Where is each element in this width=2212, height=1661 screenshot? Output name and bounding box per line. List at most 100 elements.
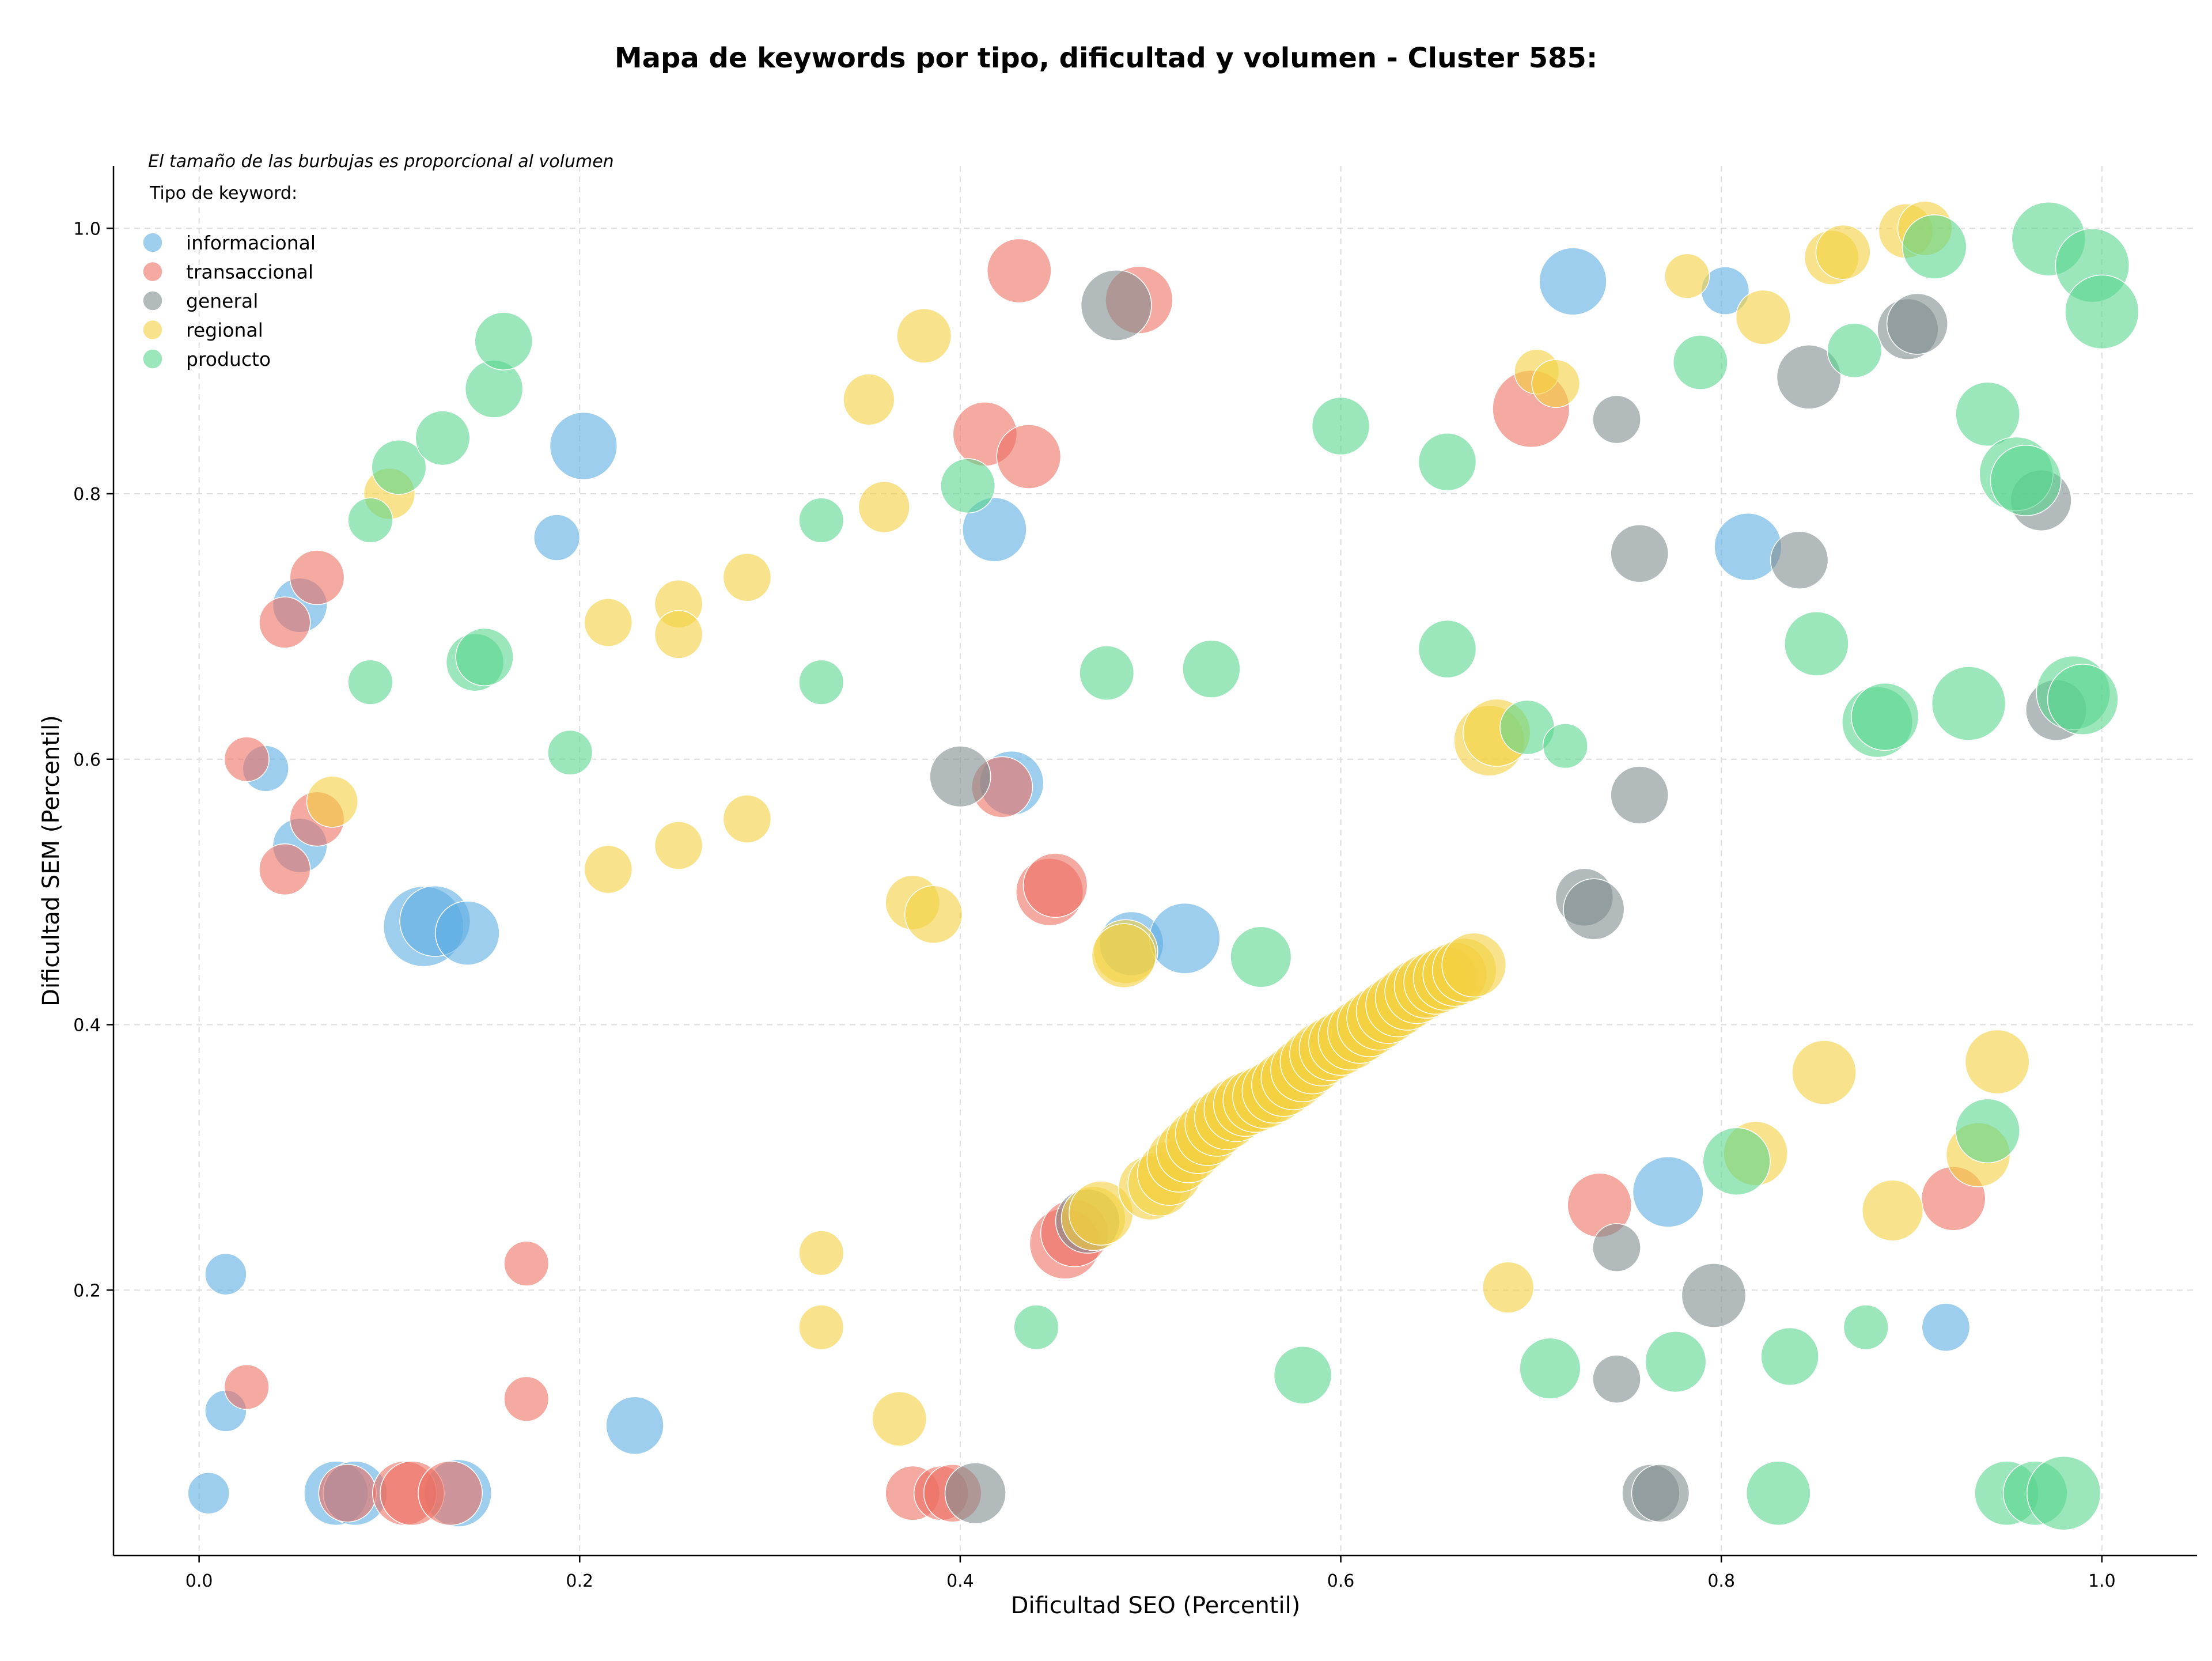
legend-marker-producto — [142, 349, 163, 369]
y-axis-label: Dificultad SEM (Percentil) — [38, 715, 65, 1007]
bubble-producto — [1955, 381, 2020, 447]
x-tick-label: 0.8 — [1707, 1571, 1735, 1591]
bubble-producto — [2047, 664, 2119, 736]
bubble-transaccional — [986, 238, 1052, 304]
bubble-regional — [843, 373, 895, 426]
bubble-producto — [1645, 1331, 1707, 1393]
bubble-producto — [1760, 1327, 1819, 1386]
legend-label-regional: regional — [186, 319, 263, 342]
bubble-producto — [347, 659, 393, 705]
bubble-producto — [1311, 396, 1370, 456]
bubble-producto — [940, 458, 996, 514]
bubble-general — [944, 1462, 1006, 1524]
bubble-transaccional — [224, 1364, 270, 1410]
bubble-informacional — [204, 1253, 247, 1296]
bubble-producto — [547, 729, 593, 775]
bubble-regional — [904, 885, 963, 944]
bubble-producto — [371, 439, 427, 495]
bubble-producto — [1902, 214, 1967, 279]
bubble-producto — [474, 312, 533, 370]
bubble-producto — [415, 410, 471, 466]
bubbles — [187, 200, 2139, 1531]
bubble-producto — [1182, 640, 1241, 698]
bubble-transaccional — [1022, 853, 1088, 918]
bubble-regional — [1441, 932, 1507, 998]
bubble-informacional — [187, 1471, 230, 1515]
bubble-producto — [1990, 445, 2062, 516]
bubble-informacional — [962, 497, 1027, 562]
y-tick-label: 0.2 — [73, 1281, 101, 1301]
legend-marker-general — [142, 290, 163, 311]
bubble-producto — [1843, 1304, 1889, 1350]
bubble-general — [1610, 524, 1669, 583]
bubble-regional — [1482, 1261, 1535, 1314]
y-tick-label: 0.4 — [73, 1016, 101, 1036]
bubble-producto — [798, 497, 844, 543]
bubble-general — [1592, 395, 1641, 444]
bubble-producto — [1542, 723, 1588, 769]
bubble-regional — [1964, 1029, 2030, 1095]
bubble-transaccional — [996, 424, 1062, 489]
bubble-transaccional — [259, 596, 311, 649]
bubble-regional — [722, 794, 772, 843]
bubble-regional — [584, 845, 633, 894]
bubble-producto — [1013, 1304, 1059, 1350]
bubble-regional — [798, 1304, 844, 1350]
bubble-transaccional — [224, 736, 270, 782]
bubble-informacional — [1632, 1156, 1704, 1228]
bubble-producto — [2065, 274, 2139, 350]
y-ticks: 0.2 0.4 0.6 0.8 1.0 — [73, 219, 113, 1301]
bubble-informacional — [1714, 513, 1782, 581]
bubble-producto — [1519, 1337, 1581, 1399]
bubble-producto — [347, 497, 393, 543]
chart-title: Mapa de keywords por tipo, dificultad y … — [615, 42, 1597, 74]
bubble-general — [1080, 269, 1152, 341]
bubble-producto — [2027, 1455, 2101, 1531]
bubble-regional — [306, 775, 359, 828]
bubble-producto — [1702, 1127, 1771, 1195]
legend-marker-transaccional — [142, 261, 163, 282]
bubble-general — [1592, 1223, 1641, 1272]
bubble-regional — [654, 821, 703, 870]
bubble-general — [929, 746, 991, 808]
bubble-producto — [1418, 619, 1477, 679]
bubble-informacional — [533, 514, 581, 561]
bubble-informacional — [1149, 902, 1221, 974]
bubble-producto — [1827, 323, 1883, 379]
bubble-size-note: El tamaño de las burbujas es proporciona… — [148, 152, 614, 172]
bubble-producto — [1418, 432, 1477, 491]
bubble-regional — [1091, 923, 1157, 989]
bubble-producto — [1745, 1461, 1811, 1526]
bubble-producto — [1079, 645, 1135, 701]
legend-title: Tipo de keyword: — [149, 183, 297, 203]
legend: informacional transaccional general regiona… — [142, 232, 316, 370]
bubble-producto — [455, 627, 514, 687]
bubble-general — [1563, 878, 1625, 940]
bubble-regional — [1791, 1040, 1857, 1105]
legend-label-general: general — [186, 290, 258, 312]
bubble-regional — [872, 1391, 927, 1447]
bubble-producto — [1955, 1098, 2020, 1164]
bubble-producto — [1851, 682, 1919, 751]
x-tick-label: 0.4 — [946, 1571, 974, 1591]
legend-marker-informacional — [142, 232, 163, 253]
y-tick-label: 1.0 — [73, 219, 101, 239]
bubble-regional — [1861, 1179, 1924, 1242]
bubble-regional — [798, 1230, 844, 1276]
bubble-regional — [654, 610, 703, 659]
bubble-general — [1770, 531, 1829, 589]
bubble-informacional — [1921, 1303, 1971, 1352]
bubble-general — [1631, 1463, 1690, 1523]
bubble-transaccional — [503, 1240, 550, 1287]
bubble-producto — [1784, 611, 1849, 676]
bubble-producto — [798, 659, 844, 705]
x-tick-label: 0.0 — [185, 1571, 213, 1591]
bubble-general — [1681, 1263, 1747, 1328]
grid-lines — [113, 166, 2197, 1556]
bubble-transaccional — [418, 1461, 483, 1526]
bubble-regional — [858, 480, 910, 534]
bubble-producto — [1672, 335, 1728, 390]
bubble-regional — [1531, 359, 1581, 408]
legend-marker-regional — [142, 319, 163, 340]
